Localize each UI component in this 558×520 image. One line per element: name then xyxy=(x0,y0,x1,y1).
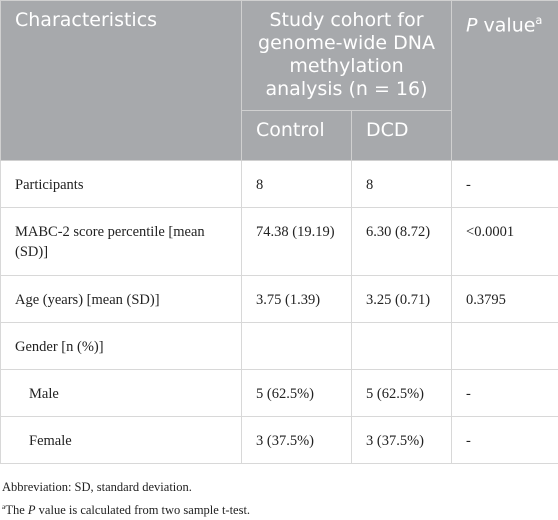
table-row: Female 3 (37.5%) 3 (37.5%) - xyxy=(1,417,558,464)
table-row: Male 5 (62.5%) 5 (62.5%) - xyxy=(1,370,558,417)
table-cell: 5 (62.5%) xyxy=(352,370,452,417)
table-cell: Female xyxy=(1,417,242,464)
cell-text: 3.75 (1.39) xyxy=(256,292,320,308)
table-cell: 5 (62.5%) xyxy=(242,370,352,417)
header-cell: Control xyxy=(242,111,352,161)
table-cell: 3.25 (0.71) xyxy=(352,276,452,323)
table: Characteristics Study cohort for genome-… xyxy=(0,0,558,464)
footnote: Abbreviation: SD, standard deviation. xyxy=(0,478,558,497)
cell-text: - xyxy=(466,386,471,402)
table-cell: 8 xyxy=(352,161,452,208)
cell-text: 3 (37.5%) xyxy=(366,433,424,449)
footnote-text: P xyxy=(28,503,36,517)
header-cell: DCD xyxy=(352,111,452,161)
cell-text: Female xyxy=(29,433,72,449)
cell-text: Gender [n (%)] xyxy=(15,339,104,355)
table-cell: Male xyxy=(1,370,242,417)
table-row: Gender [n (%)] xyxy=(1,323,558,370)
cell-text: 8 xyxy=(256,177,263,193)
table-cell: Age (years) [mean (SD)] xyxy=(1,276,242,323)
table-body: Participants 8 8 - MABC-2 score percentile [… xyxy=(1,161,558,464)
table-cell: 3.75 (1.39) xyxy=(242,276,352,323)
header-cell: Study cohort for genome-wide DNA methyla… xyxy=(242,1,452,111)
table-cell: - xyxy=(452,161,558,208)
page: Characteristics Study cohort for genome-… xyxy=(0,0,558,507)
header-row: Characteristics Study cohort for genome-… xyxy=(1,1,558,111)
table-cell: 3 (37.5%) xyxy=(352,417,452,464)
superscript: a xyxy=(535,13,542,27)
footnote-text: value is calculated from two sample t-te… xyxy=(36,503,251,517)
cell-text: 5 (62.5%) xyxy=(366,386,424,402)
table-cell: - xyxy=(452,370,558,417)
cell-text: - xyxy=(466,177,471,193)
cell-text: 3 (37.5%) xyxy=(256,433,314,449)
table-row: MABC-2 score percentile [mean (SD)] 74.38… xyxy=(1,208,558,276)
cell-text: - xyxy=(466,433,471,449)
table-cell: Gender [n (%)] xyxy=(1,323,242,370)
header-text: P xyxy=(466,14,477,36)
header-cell: Characteristics xyxy=(1,1,242,161)
footnote: aThe P value is calculated from two samp… xyxy=(0,497,558,520)
table-cell: 6.30 (8.72) xyxy=(352,208,452,276)
cell-text: Male xyxy=(29,386,59,402)
cell-text: <0.0001 xyxy=(466,224,514,240)
header-cell: P valuea xyxy=(452,1,558,161)
header-text: Study cohort for genome-wide DNA methyla… xyxy=(258,9,435,100)
header-text: Characteristics xyxy=(15,9,157,31)
footnote-text: The xyxy=(5,503,28,517)
table-cell xyxy=(352,323,452,370)
footnote-text: Abbreviation: SD, standard deviation. xyxy=(2,480,192,494)
cell-text: Participants xyxy=(15,177,83,193)
cell-text: 8 xyxy=(366,177,373,193)
table-cell: 3 (37.5%) xyxy=(242,417,352,464)
header-text: Control xyxy=(256,119,325,141)
table-cell: <0.0001 xyxy=(452,208,558,276)
table-cell: 0.3795 xyxy=(452,276,558,323)
cell-text: Age (years) [mean (SD)] xyxy=(15,292,160,308)
table-cell xyxy=(242,323,352,370)
table-cell: 74.38 (19.19) xyxy=(242,208,352,276)
table-cell: Participants xyxy=(1,161,242,208)
table-cell: - xyxy=(452,417,558,464)
cell-text: 6.30 (8.72) xyxy=(366,224,430,240)
header-text: DCD xyxy=(366,119,409,141)
table-cell xyxy=(452,323,558,370)
table-cell: 8 xyxy=(242,161,352,208)
header-text: value xyxy=(477,14,535,36)
table-row: Age (years) [mean (SD)] 3.75 (1.39) 3.25 (… xyxy=(1,276,558,323)
cell-text: MABC-2 score percentile [mean (SD)] xyxy=(15,224,205,260)
cell-text: 0.3795 xyxy=(466,292,506,308)
table-cell: MABC-2 score percentile [mean (SD)] xyxy=(1,208,242,276)
cell-text: 5 (62.5%) xyxy=(256,386,314,402)
cell-text: 74.38 (19.19) xyxy=(256,224,335,240)
table-row: Participants 8 8 - xyxy=(1,161,558,208)
cell-text: 3.25 (0.71) xyxy=(366,292,430,308)
